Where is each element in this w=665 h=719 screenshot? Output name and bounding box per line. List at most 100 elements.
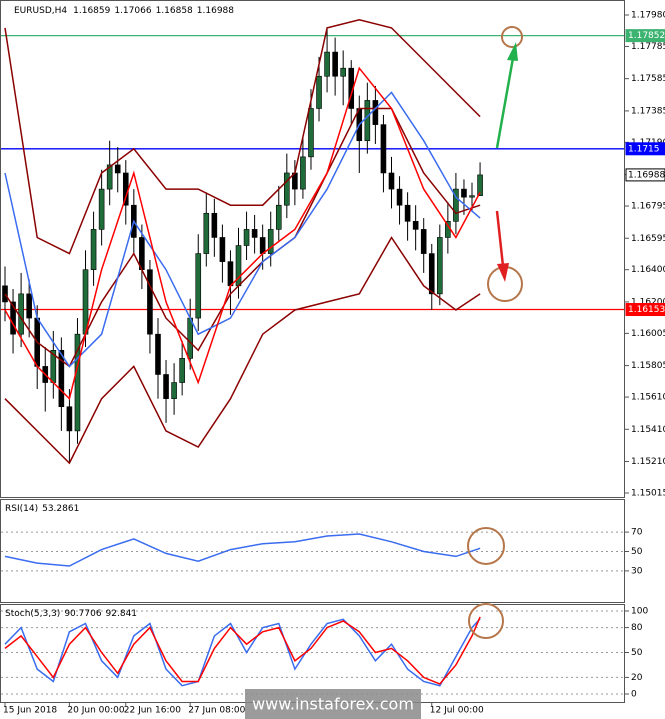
watermark: www.instaforex.com	[252, 695, 414, 714]
symbol: EURUSD,H4	[14, 6, 67, 16]
candle-body	[114, 164, 121, 174]
stoch-circle	[468, 603, 504, 639]
candle-body	[163, 374, 169, 399]
overlay-line	[4, 19, 481, 255]
candle-body	[18, 293, 24, 335]
y-tick-label: 70	[631, 528, 643, 538]
candle-body	[364, 100, 371, 142]
y-tick-label: 1.15410	[631, 425, 665, 435]
header-high: 1.17066	[114, 6, 151, 16]
plot-layer: 1.179801.177851.175851.173851.171901.169…	[1, 10, 665, 716]
price-label: 1.16153	[628, 305, 665, 315]
candle-body	[428, 253, 435, 295]
candle-body	[203, 212, 210, 254]
price-label: 1.17852	[628, 31, 665, 41]
candle-body	[340, 67, 346, 77]
candle-body	[211, 212, 218, 238]
candle-body	[187, 317, 193, 359]
rsi-value: 53.2861	[42, 504, 79, 514]
main-panel	[0, 0, 625, 498]
stoch-name: Stoch(5,3,3)	[5, 609, 60, 619]
price-label-box	[625, 142, 665, 156]
y-tick-label: 50	[631, 547, 643, 557]
candle-body	[308, 108, 314, 158]
rsi-panel	[0, 499, 625, 603]
overlay-line	[4, 91, 481, 368]
y-tick-label: 30	[631, 566, 643, 576]
rsi-name: RSI(14)	[5, 504, 38, 514]
candle-body	[316, 75, 322, 109]
candle-body	[300, 156, 306, 190]
candle-body	[195, 253, 202, 319]
candle-body	[179, 358, 185, 383]
candle-body	[10, 301, 16, 335]
candle-body	[74, 333, 81, 432]
candle-body	[251, 229, 258, 238]
candle-body	[420, 229, 427, 254]
price-label: 1.1715	[628, 144, 660, 154]
header-open: 1.16859	[73, 6, 110, 16]
candle-body	[284, 172, 290, 206]
y-tick-label: 80	[631, 623, 643, 633]
header-close: 1.16988	[197, 6, 234, 16]
candle-body	[412, 221, 419, 230]
indicator-line	[4, 533, 481, 567]
main-header: EURUSD,H4 1.16859 1.17066 1.16858 1.16988	[14, 6, 234, 16]
x-tick-label: 20 Jun 00:00	[67, 706, 124, 716]
x-tick-label: 22 Jun 16:00	[124, 706, 181, 716]
rsi-circle	[467, 527, 505, 565]
candle-body	[147, 269, 153, 335]
y-tick-label: 1.16400	[631, 265, 665, 275]
y-tick-label: 50	[631, 648, 643, 658]
y-tick-label: 1.16005	[631, 329, 665, 339]
candle-body	[275, 204, 282, 230]
candle-body	[477, 174, 483, 197]
up-arrow	[495, 57, 515, 149]
y-tick-label: 1.16200	[631, 297, 665, 307]
y-tick-label: 1.15015	[631, 488, 665, 498]
x-tick-label: 12 Jul 00:00	[430, 706, 484, 716]
candle-body	[404, 204, 411, 222]
candle-body	[332, 51, 338, 77]
stoch-signal-value: 92.841	[106, 609, 138, 619]
y-tick-label: 1.15210	[631, 457, 665, 467]
overlay-line	[4, 66, 481, 401]
down-arrow	[495, 210, 505, 267]
candle-body	[259, 237, 266, 254]
candle-body	[380, 124, 387, 174]
candle-body	[219, 237, 226, 262]
candle-body	[396, 188, 403, 206]
x-tick-label: 15 Jun 2018	[3, 706, 57, 716]
candle-body	[324, 51, 330, 77]
price-label: 1.16988	[628, 170, 665, 180]
candle-body	[106, 164, 113, 190]
y-tick-label: 1.17785	[631, 42, 665, 52]
candle-body	[388, 172, 395, 190]
stoch-header: Stoch(5,3,3) 90.7706 92.841	[5, 609, 137, 619]
overlay-line	[4, 236, 481, 465]
indicator-line	[4, 616, 481, 685]
y-tick-label: 0	[631, 690, 637, 700]
candle-body	[171, 382, 177, 399]
candle-body	[90, 229, 97, 270]
annotations	[467, 26, 523, 639]
y-tick-label: 1.17385	[631, 106, 665, 116]
y-tick-label: 20	[631, 673, 643, 683]
indicator-line	[4, 618, 481, 687]
candle-body	[243, 229, 250, 246]
y-tick-label: 1.16795	[631, 202, 665, 212]
stoch-main-value: 90.7706	[64, 609, 101, 619]
target-circle	[501, 26, 523, 48]
candle-body	[66, 406, 73, 432]
x-tick-label: 27 Jun 08:00	[188, 706, 245, 716]
candle-body	[58, 350, 65, 408]
up-arrow-head	[507, 42, 518, 61]
price-label-box	[625, 168, 665, 182]
candle-body	[267, 229, 274, 254]
header-low: 1.16858	[156, 6, 193, 16]
price-label-box	[625, 29, 665, 43]
y-tick-label: 1.17980	[631, 10, 665, 20]
panel-1: 70 50 30	[1, 528, 643, 576]
candle-body	[469, 195, 475, 198]
